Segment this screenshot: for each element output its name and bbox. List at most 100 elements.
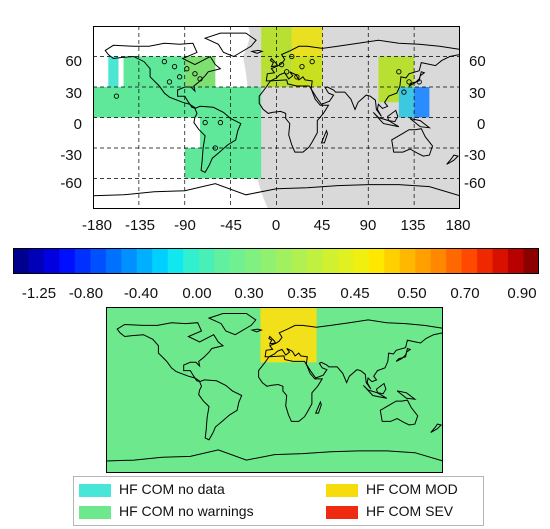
lat-tick-right: 60 xyxy=(469,53,486,70)
station-marker xyxy=(396,69,402,75)
colorbar-segment xyxy=(214,248,231,274)
legend-swatch-sev xyxy=(326,506,358,519)
colorbar-tick: -0.40 xyxy=(123,285,159,302)
colorbar-segment xyxy=(368,248,385,274)
bottom-coastlines xyxy=(106,313,443,462)
lon-tick: -45 xyxy=(220,217,242,234)
bottom-coast-antarctica-edge xyxy=(106,449,443,462)
lat-tick-right: 30 xyxy=(469,85,486,102)
station-marker xyxy=(299,64,305,70)
colorbar-tick: 0.35 xyxy=(287,285,317,302)
station-marker xyxy=(171,64,178,70)
colorbar-segment xyxy=(260,248,277,274)
lon-tick: 180 xyxy=(445,217,471,234)
colorbar-frame xyxy=(13,248,539,274)
colorbar-segment xyxy=(384,248,401,274)
station-marker xyxy=(192,71,198,77)
index-cell xyxy=(184,148,201,179)
coast-australia xyxy=(391,128,434,157)
colorbar-segment xyxy=(43,248,61,274)
lat-tick-left: 60 xyxy=(65,53,82,70)
coast-uk xyxy=(269,57,279,68)
colorbar-tick: -1.25 xyxy=(21,285,57,302)
colorbar-segment xyxy=(322,248,339,274)
lon-tick: -90 xyxy=(174,217,196,234)
bottom-coast-japan xyxy=(395,347,412,362)
colorbar-segment xyxy=(446,248,463,274)
coast-south-america xyxy=(193,105,242,174)
top-coastlines xyxy=(93,32,460,197)
colorbar-tick: 0.70 xyxy=(450,285,480,302)
colorbar-segment xyxy=(121,248,138,274)
index-cell xyxy=(291,26,323,57)
bottom-coast-madagascar xyxy=(314,400,322,414)
bottom-coast-africa xyxy=(258,355,324,422)
bottom-coast-newguinea xyxy=(396,390,417,400)
colorbar-segment xyxy=(245,248,262,274)
station-marker xyxy=(217,119,224,126)
coast-africa xyxy=(258,79,330,153)
colorbar-segment xyxy=(461,248,478,274)
lon-tick: 90 xyxy=(359,217,377,234)
bottom-coast-greenland xyxy=(207,313,257,336)
bottom-coast-australia xyxy=(379,399,419,426)
bottom-map xyxy=(106,307,443,473)
colorbar-tick: 0.50 xyxy=(397,285,427,302)
colorbar-segment xyxy=(105,248,122,274)
station-marker xyxy=(177,74,183,80)
index-cell xyxy=(108,56,119,87)
legend-label-nowarnings: HF COM no warnings xyxy=(119,503,254,519)
station-marker xyxy=(197,76,203,82)
legend-swatch-nodata xyxy=(79,484,111,497)
lat-tick-right: 0 xyxy=(477,116,486,133)
colorbar-segment xyxy=(430,248,447,274)
colorbar-segment xyxy=(198,248,215,274)
colorbar-segment xyxy=(74,248,91,274)
colorbar-tick: 0.90 xyxy=(507,285,537,302)
colorbar-segment xyxy=(337,248,354,274)
lat-tick-left: -30 xyxy=(60,147,82,164)
legend-label-nodata: HF COM no data xyxy=(119,481,225,497)
colorbar xyxy=(13,248,539,274)
bottom-coast-borneo xyxy=(375,382,387,395)
colorbar-segment xyxy=(477,248,494,274)
bottom-coast-north-america xyxy=(116,322,225,383)
colorbar-segment xyxy=(13,248,30,274)
colorbar-segment xyxy=(152,248,169,274)
colorbar-segment xyxy=(353,248,370,274)
station-marker xyxy=(278,61,285,68)
bottom-coast-south-america xyxy=(198,379,243,441)
lat-tick-left: -60 xyxy=(60,175,82,192)
lat-tick-right: -60 xyxy=(464,175,486,192)
colorbar-segment xyxy=(167,248,184,274)
index-cell xyxy=(398,87,415,118)
colorbar-segment xyxy=(276,248,293,274)
colorbar-tick: 0.00 xyxy=(182,285,212,302)
lon-tick: -135 xyxy=(124,217,156,234)
station-marker xyxy=(406,79,412,85)
index-cell xyxy=(291,56,323,87)
bottom-coast-uk xyxy=(268,335,277,345)
station-marker xyxy=(202,119,208,126)
colorbar-segment xyxy=(492,248,509,274)
colorbar-segment xyxy=(59,248,76,274)
coast-eurasia xyxy=(265,39,460,117)
top-map-frame xyxy=(93,26,460,209)
colorbar-segment xyxy=(229,248,246,274)
colorbar-segment xyxy=(90,248,107,274)
colorbar-tick: 0.30 xyxy=(234,285,264,302)
legend-swatch-nowarnings xyxy=(79,506,111,519)
station-marker xyxy=(309,58,315,65)
top-grid xyxy=(93,26,460,209)
coast-iceland xyxy=(250,49,264,54)
coast-north-america xyxy=(104,42,222,109)
lon-tick: 135 xyxy=(400,217,426,234)
colorbar-segment xyxy=(28,248,45,274)
bottom-coast-eurasia xyxy=(264,319,443,390)
lon-tick: -180 xyxy=(81,217,113,234)
coast-borneo xyxy=(387,109,399,123)
station-marker xyxy=(113,93,120,99)
top-map xyxy=(93,26,460,209)
bottom-coast-indonesia xyxy=(363,385,388,399)
colorbar-segment xyxy=(508,248,525,274)
